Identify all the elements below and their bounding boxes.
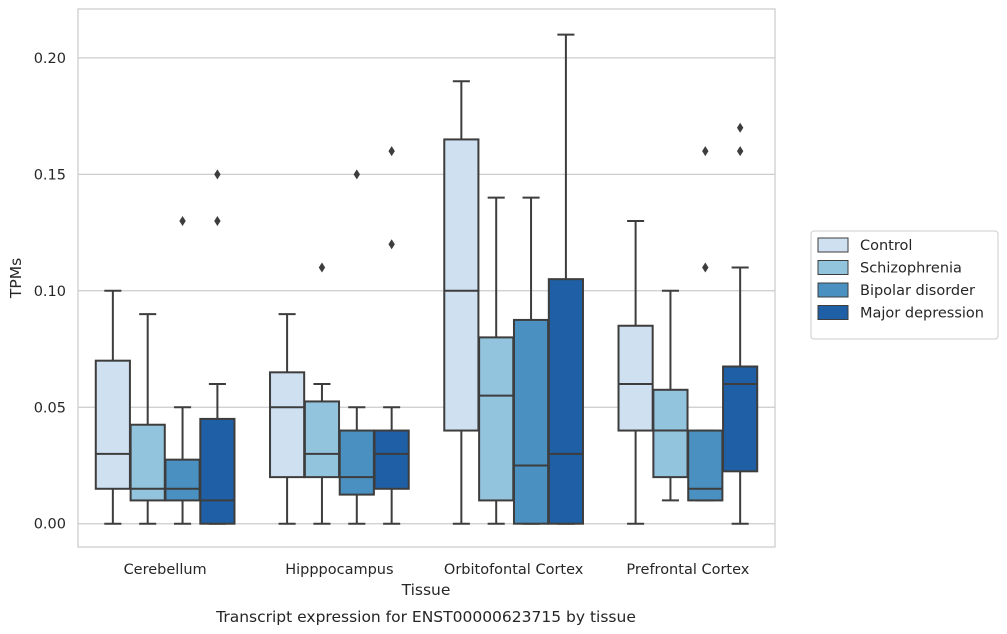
- chart-caption: Transcript expression for ENST0000062371…: [215, 608, 636, 626]
- box-2-3: [687, 146, 724, 502]
- legend-box: [810, 230, 999, 340]
- legend-entry: Control: [860, 238, 912, 254]
- outlier-point: [179, 215, 186, 226]
- box-0-1: [269, 313, 306, 525]
- outlier-point: [736, 146, 744, 157]
- box-0-0: [94, 289, 131, 525]
- y-tick-label: 0.10: [34, 284, 66, 300]
- box-0-2: [443, 80, 480, 525]
- x-tick-label: Hipppocampus: [285, 562, 393, 578]
- outlier-point: [388, 239, 395, 250]
- box-2-0: [164, 215, 201, 525]
- legend-entry: Major depression: [860, 306, 984, 322]
- legend: Control Schizophrenia Bipolar disorder Majo…: [810, 230, 999, 340]
- legend-swatch: [817, 282, 849, 298]
- y-axis-ticks: 0.00 0.05 0.10 0.15 0.20: [34, 51, 66, 533]
- box-1-1: [303, 262, 341, 525]
- box-iqr: [512, 318, 550, 525]
- box-iqr: [547, 278, 584, 525]
- box-0-3: [617, 219, 654, 525]
- box-iqr: [199, 417, 236, 525]
- plot-frame: [77, 8, 776, 548]
- legend-swatch: [817, 260, 849, 275]
- y-tick-label: 0.15: [34, 167, 66, 183]
- x-tick-label: Orbitofontal Cortex: [444, 562, 584, 578]
- box-3-1: [373, 146, 410, 525]
- x-tick-label: Prefrontal Cortex: [626, 562, 749, 578]
- x-axis-ticks: Cerebellum Hipppocampus Orbitofontal Corte…: [124, 562, 750, 578]
- box-iqr: [303, 400, 341, 479]
- box-3-3: [722, 122, 759, 525]
- y-axis-label: TPMs: [7, 258, 25, 299]
- outlier-point: [353, 169, 360, 180]
- legend-swatch: [817, 237, 849, 253]
- box-plot-marks: [94, 33, 759, 525]
- box-1-3: [652, 289, 689, 502]
- box-iqr: [652, 388, 689, 479]
- box-1-2: [478, 196, 515, 525]
- legend-swatch: [817, 305, 849, 320]
- x-axis-label: Tissue: [401, 581, 451, 599]
- box-iqr: [338, 429, 375, 496]
- legend-entry: Schizophrenia: [860, 261, 962, 277]
- outlier-point: [388, 146, 395, 157]
- outlier-point: [702, 262, 709, 273]
- box-iqr: [443, 138, 480, 432]
- y-tick-label: 0.05: [34, 400, 66, 416]
- box-2-2: [512, 196, 550, 525]
- outlier-point: [736, 122, 744, 133]
- box-iqr: [722, 365, 759, 473]
- box-3-0: [199, 169, 236, 525]
- outlier-point: [702, 146, 709, 157]
- x-tick-label: Cerebellum: [124, 562, 207, 578]
- outlier-point: [318, 262, 326, 273]
- legend-entry: Bipolar disorder: [860, 283, 975, 299]
- y-tick-label: 0.20: [34, 51, 66, 67]
- outlier-point: [214, 169, 221, 180]
- box-iqr: [617, 324, 654, 432]
- outlier-point: [214, 215, 221, 226]
- box-iqr: [94, 359, 131, 490]
- box-1-0: [129, 313, 166, 525]
- box-2-1: [338, 169, 375, 525]
- box-iqr: [687, 429, 724, 502]
- y-tick-label: 0.00: [34, 517, 66, 533]
- box-3-2: [547, 33, 584, 525]
- box-iqr: [269, 371, 306, 479]
- box-iqr: [478, 336, 515, 502]
- box-iqr: [373, 429, 410, 490]
- box-iqr: [164, 458, 201, 502]
